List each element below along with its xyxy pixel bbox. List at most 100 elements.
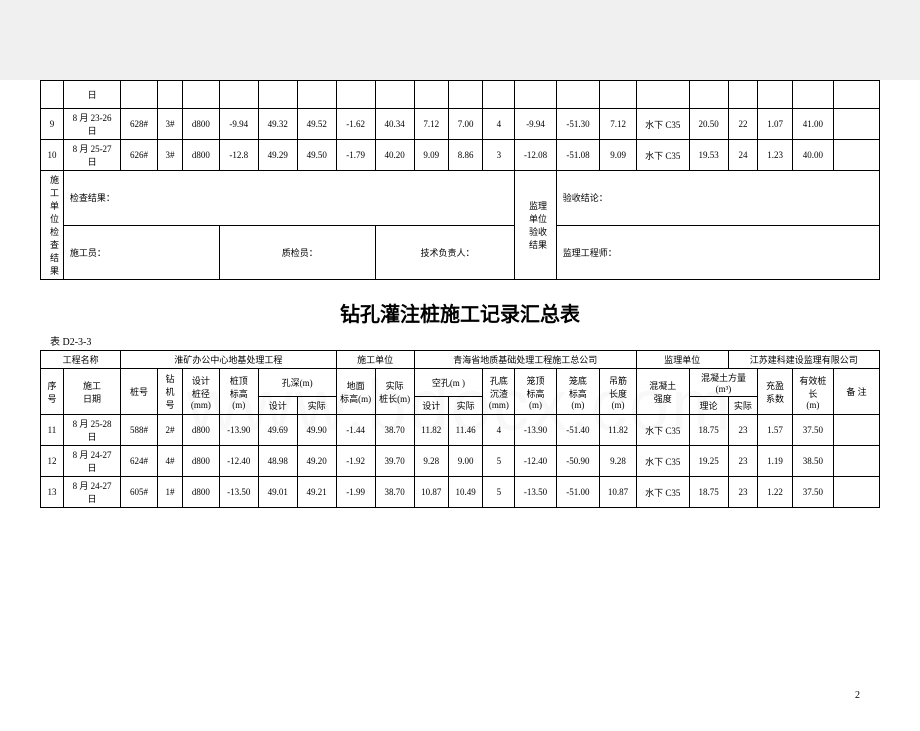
- h-drill: 钻 机 号: [157, 369, 182, 415]
- eff-len: 41.00: [792, 109, 833, 140]
- top-elev: -9.94: [219, 109, 258, 140]
- super-val: 江苏建科建设监理有限公司: [728, 351, 879, 369]
- cell-ground: -1.92: [336, 446, 375, 477]
- super-label: 监理单位: [636, 351, 728, 369]
- h-top-elev: 桩顶 标高 (m): [219, 369, 258, 415]
- cell-eff_len: 38.50: [792, 446, 833, 477]
- top-elev: -12.8: [219, 140, 258, 171]
- cell-vol_design: 18.75: [689, 415, 728, 446]
- cell-concrete: 水下 C35: [636, 477, 689, 508]
- sediment: 3: [483, 140, 515, 171]
- h-hole-d: 设计: [414, 397, 448, 415]
- partial-row: 日: [41, 81, 880, 109]
- hang: 9.09: [600, 140, 637, 171]
- ground: -1.62: [336, 109, 375, 140]
- cell-hole_design: 10.87: [414, 477, 448, 508]
- cell-depth_actual: 49.90: [297, 415, 336, 446]
- cell-vol_actual: 23: [728, 477, 758, 508]
- ground: -1.79: [336, 140, 375, 171]
- project-val: 淮矿办公中心地基处理工程: [121, 351, 336, 369]
- h-depth-d: 设计: [258, 397, 297, 415]
- cage-top: -12.08: [515, 140, 556, 171]
- fill: 1.07: [758, 109, 792, 140]
- cell-pile_len: 38.70: [375, 415, 414, 446]
- document-page: www.bdocx.com 日 9 8 月 23-26 日 628# 3#: [0, 80, 920, 731]
- constr-label: 施工单位: [336, 351, 414, 369]
- cell-cage_bot: -51.00: [556, 477, 600, 508]
- tech: 技术负责人：: [375, 225, 515, 280]
- cell-dia: d800: [183, 477, 220, 508]
- table-code: 表 D2-3-3: [50, 333, 880, 348]
- cell-concrete: 水下 C35: [636, 415, 689, 446]
- cell-sediment: 4: [483, 415, 515, 446]
- data-row: 128 月 24-27 日624#4#d800-12.4048.9849.20-…: [41, 446, 880, 477]
- cell-cage_top: -13.50: [515, 477, 556, 508]
- constructor: 施工员：: [63, 225, 219, 280]
- hole-a: 8.86: [448, 140, 482, 171]
- cell: [41, 81, 64, 109]
- h-sediment: 孔底 沉渣 (mm): [483, 369, 515, 415]
- engineer: 监理工程师：: [556, 225, 879, 280]
- hang: 7.12: [600, 109, 637, 140]
- depth-d: 49.32: [258, 109, 297, 140]
- page-number: 2: [855, 690, 860, 701]
- signature-row-2: 施工员： 质检员： 技术负责人： 监理工程师：: [41, 225, 880, 280]
- cell-fill: 1.19: [758, 446, 792, 477]
- cell-cage_top: -13.90: [515, 415, 556, 446]
- dia: d800: [183, 109, 220, 140]
- pile: 626#: [121, 140, 158, 171]
- fill: 1.23: [758, 140, 792, 171]
- hole-a: 7.00: [448, 109, 482, 140]
- top-partial-table: 日 9 8 月 23-26 日 628# 3# d800 -9.94 49.32…: [40, 80, 880, 280]
- data-row: 118 月 25-28 日588#2#d800-13.9049.6949.90-…: [41, 415, 880, 446]
- h-eff-len: 有效桩 长 (m): [792, 369, 833, 415]
- concrete: 水下 C35: [636, 109, 689, 140]
- project-label: 工程名称: [41, 351, 121, 369]
- h-ground: 地面 标高(m): [336, 369, 375, 415]
- h-concrete: 混凝土 强度: [636, 369, 689, 415]
- cell-fill: 1.57: [758, 415, 792, 446]
- cell-ground: -1.99: [336, 477, 375, 508]
- h-remark: 备 注: [833, 369, 879, 415]
- cell-dia: d800: [183, 415, 220, 446]
- content-area: 日 9 8 月 23-26 日 628# 3# d800 -9.94 49.32…: [40, 80, 880, 508]
- h-cage-top: 笼顶 标高 (m): [515, 369, 556, 415]
- cell-depth_design: 49.69: [258, 415, 297, 446]
- cell-pile: 605#: [121, 477, 158, 508]
- sediment: 4: [483, 109, 515, 140]
- cell-hang: 10.87: [600, 477, 637, 508]
- cell-seq: 11: [41, 415, 64, 446]
- document-title: 钻孔灌注桩施工记录汇总表: [40, 298, 880, 327]
- cell-ground: -1.44: [336, 415, 375, 446]
- check-result: 检查结果：: [63, 171, 515, 226]
- cell-hole_actual: 10.49: [448, 477, 482, 508]
- cell-depth_design: 48.98: [258, 446, 297, 477]
- h-vol-d: 理论: [689, 397, 728, 415]
- cell-seq: 13: [41, 477, 64, 508]
- h-date: 施工 日期: [63, 369, 120, 415]
- cell-vol_actual: 23: [728, 446, 758, 477]
- cell-sediment: 5: [483, 477, 515, 508]
- cell-cage_bot: -50.90: [556, 446, 600, 477]
- cell-vol_actual: 23: [728, 415, 758, 446]
- data-row-9: 9 8 月 23-26 日 628# 3# d800 -9.94 49.32 4…: [41, 109, 880, 140]
- data-row: 138 月 24-27 日605#1#d800-13.5049.0149.21-…: [41, 477, 880, 508]
- pile-len: 40.34: [375, 109, 414, 140]
- signature-row-1: 施工 单位 检查 结果 检查结果： 监理 单位 验收 结果 验收结论：: [41, 171, 880, 226]
- h-pile: 桩号: [121, 369, 158, 415]
- depth-d: 49.29: [258, 140, 297, 171]
- left-sig-label: 施工 单位 检查 结果: [41, 171, 64, 280]
- cell-vol_design: 19.25: [689, 446, 728, 477]
- cell-remark: [833, 415, 879, 446]
- cell-pile_len: 39.70: [375, 446, 414, 477]
- header-info-row: 工程名称 淮矿办公中心地基处理工程 施工单位 青海省地质基础处理工程施工总公司 …: [41, 351, 880, 369]
- vol-d: 19.53: [689, 140, 728, 171]
- cell-remark: [833, 446, 879, 477]
- h-fill: 充盈 系数: [758, 369, 792, 415]
- cage-bot: -51.30: [556, 109, 600, 140]
- h-hole: 空孔(m ): [414, 369, 483, 397]
- cell-depth_actual: 49.20: [297, 446, 336, 477]
- cell-dia: d800: [183, 446, 220, 477]
- cell-drill: 2#: [157, 415, 182, 446]
- h-hole-a: 实际: [448, 397, 482, 415]
